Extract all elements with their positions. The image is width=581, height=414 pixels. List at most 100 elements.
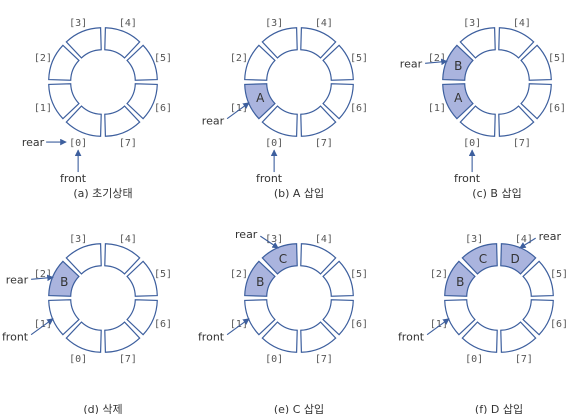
index-label-3: [3] [265, 18, 283, 29]
rear-pointer-arrow [519, 237, 536, 249]
queue-panel-a: [0] [1] [2] [3] [4] [5] [6] [7] rear front (a) 초기상… [22, 18, 172, 200]
index-label-1: [1] [34, 319, 52, 330]
index-label-3: [3] [463, 18, 481, 29]
index-label-6: [6] [550, 319, 568, 330]
queue-cell-4 [104, 27, 141, 59]
index-label-2: [2] [430, 269, 448, 280]
rear-pointer-label: rear [202, 115, 225, 128]
index-label-5: [5] [154, 53, 172, 64]
index-label-1: [1] [230, 319, 248, 330]
queue-cell-0 [261, 105, 298, 137]
index-label-0: [0] [265, 354, 283, 365]
index-label-3: [3] [69, 234, 87, 245]
rear-pointer-label: rear [235, 228, 258, 241]
index-label-6: [6] [154, 319, 172, 330]
queue-cell-4 [300, 27, 337, 59]
queue-cell-2 [48, 44, 80, 81]
queue-cell-2 [444, 260, 476, 297]
index-label-5: [5] [350, 53, 368, 64]
panel-caption: (d) 삭제 [83, 403, 122, 414]
queue-cell-6 [522, 299, 554, 336]
queue-cell-1 [244, 299, 276, 336]
index-label-3: [3] [69, 18, 87, 29]
rear-pointer-label: rear [400, 57, 423, 70]
queue-cell-5 [522, 260, 554, 297]
queue-cell-3 [459, 27, 496, 59]
queue-cell-5 [322, 260, 354, 297]
queue-cell-7 [300, 321, 337, 353]
queue-cell-3 [261, 243, 298, 275]
cell-value: C [479, 252, 487, 266]
rear-pointer-arrow [226, 102, 250, 120]
queue-cell-0 [461, 321, 498, 353]
queue-cell-6 [126, 83, 158, 120]
front-pointer-label: front [198, 331, 225, 344]
index-label-2: [2] [230, 53, 248, 64]
queue-panel-f: [0] [1] B [2] C [3] D [4] [5] [6] [7] rear front (f) … [398, 230, 568, 414]
queue-panel-d: [0] [1] B [2] [3] [4] [5] [6] [7] rear front (d) 삭제 [2, 234, 172, 414]
index-label-2: [2] [230, 269, 248, 280]
queue-cell-5 [520, 44, 552, 81]
index-label-4: [4] [119, 234, 137, 245]
index-label-7: [7] [515, 354, 533, 365]
queue-cell-3 [65, 27, 102, 59]
index-label-3: [3] [465, 234, 483, 245]
queue-cell-3 [65, 243, 102, 275]
panel-caption: (c) B 삽입 [472, 187, 521, 200]
index-label-2: [2] [428, 53, 446, 64]
cell-value: B [454, 59, 462, 73]
queue-cell-7 [104, 321, 141, 353]
queue-cell-4 [104, 243, 141, 275]
queue-cell-1 [48, 299, 80, 336]
queue-cell-7 [498, 105, 535, 137]
rear-pointer-label: rear [22, 136, 45, 149]
queue-cell-6 [520, 83, 552, 120]
front-pointer-arrow [226, 318, 250, 336]
rear-pointer-arrow [425, 58, 448, 66]
queue-cell-2 [442, 44, 474, 81]
queue-cell-7 [300, 105, 337, 137]
cell-value: A [256, 91, 265, 105]
index-label-4: [4] [315, 234, 333, 245]
front-pointer-label: front [256, 172, 283, 185]
cell-value: A [454, 91, 463, 105]
index-label-0: [0] [265, 138, 283, 149]
cell-value: B [256, 275, 264, 289]
index-label-4: [4] [515, 234, 533, 245]
index-label-0: [0] [463, 138, 481, 149]
queue-panel-c: [0] A [1] B [2] [3] [4] [5] [6] [7] rear front (c) B… [400, 18, 566, 200]
panel-caption: (a) 초기상태 [73, 187, 132, 200]
queue-cell-6 [126, 299, 158, 336]
queue-cell-1 [442, 83, 474, 120]
queue-cell-2 [48, 260, 80, 297]
index-label-4: [4] [513, 18, 531, 29]
queue-cell-3 [261, 27, 298, 59]
queue-cell-1 [244, 83, 276, 120]
rear-pointer-arrow [31, 274, 54, 282]
index-label-4: [4] [315, 18, 333, 29]
index-label-6: [6] [350, 103, 368, 114]
queue-cell-7 [500, 321, 537, 353]
queue-cell-3 [461, 243, 498, 275]
rear-pointer-label: rear [539, 230, 562, 243]
queue-cell-6 [322, 299, 354, 336]
index-label-5: [5] [154, 269, 172, 280]
queue-cell-5 [126, 260, 158, 297]
index-label-1: [1] [430, 319, 448, 330]
index-label-0: [0] [465, 354, 483, 365]
queue-cell-6 [322, 83, 354, 120]
index-label-6: [6] [548, 103, 566, 114]
queue-cell-5 [322, 44, 354, 81]
queue-cell-4 [498, 27, 535, 59]
front-pointer-label: front [2, 331, 29, 344]
cell-value: C [279, 252, 287, 266]
panel-caption: (e) C 삽입 [274, 403, 324, 414]
index-label-0: [0] [69, 138, 87, 149]
index-label-1: [1] [34, 103, 52, 114]
index-label-5: [5] [350, 269, 368, 280]
index-label-1: [1] [428, 103, 446, 114]
index-label-7: [7] [315, 138, 333, 149]
front-pointer-arrow [30, 318, 54, 336]
queue-cell-5 [126, 44, 158, 81]
